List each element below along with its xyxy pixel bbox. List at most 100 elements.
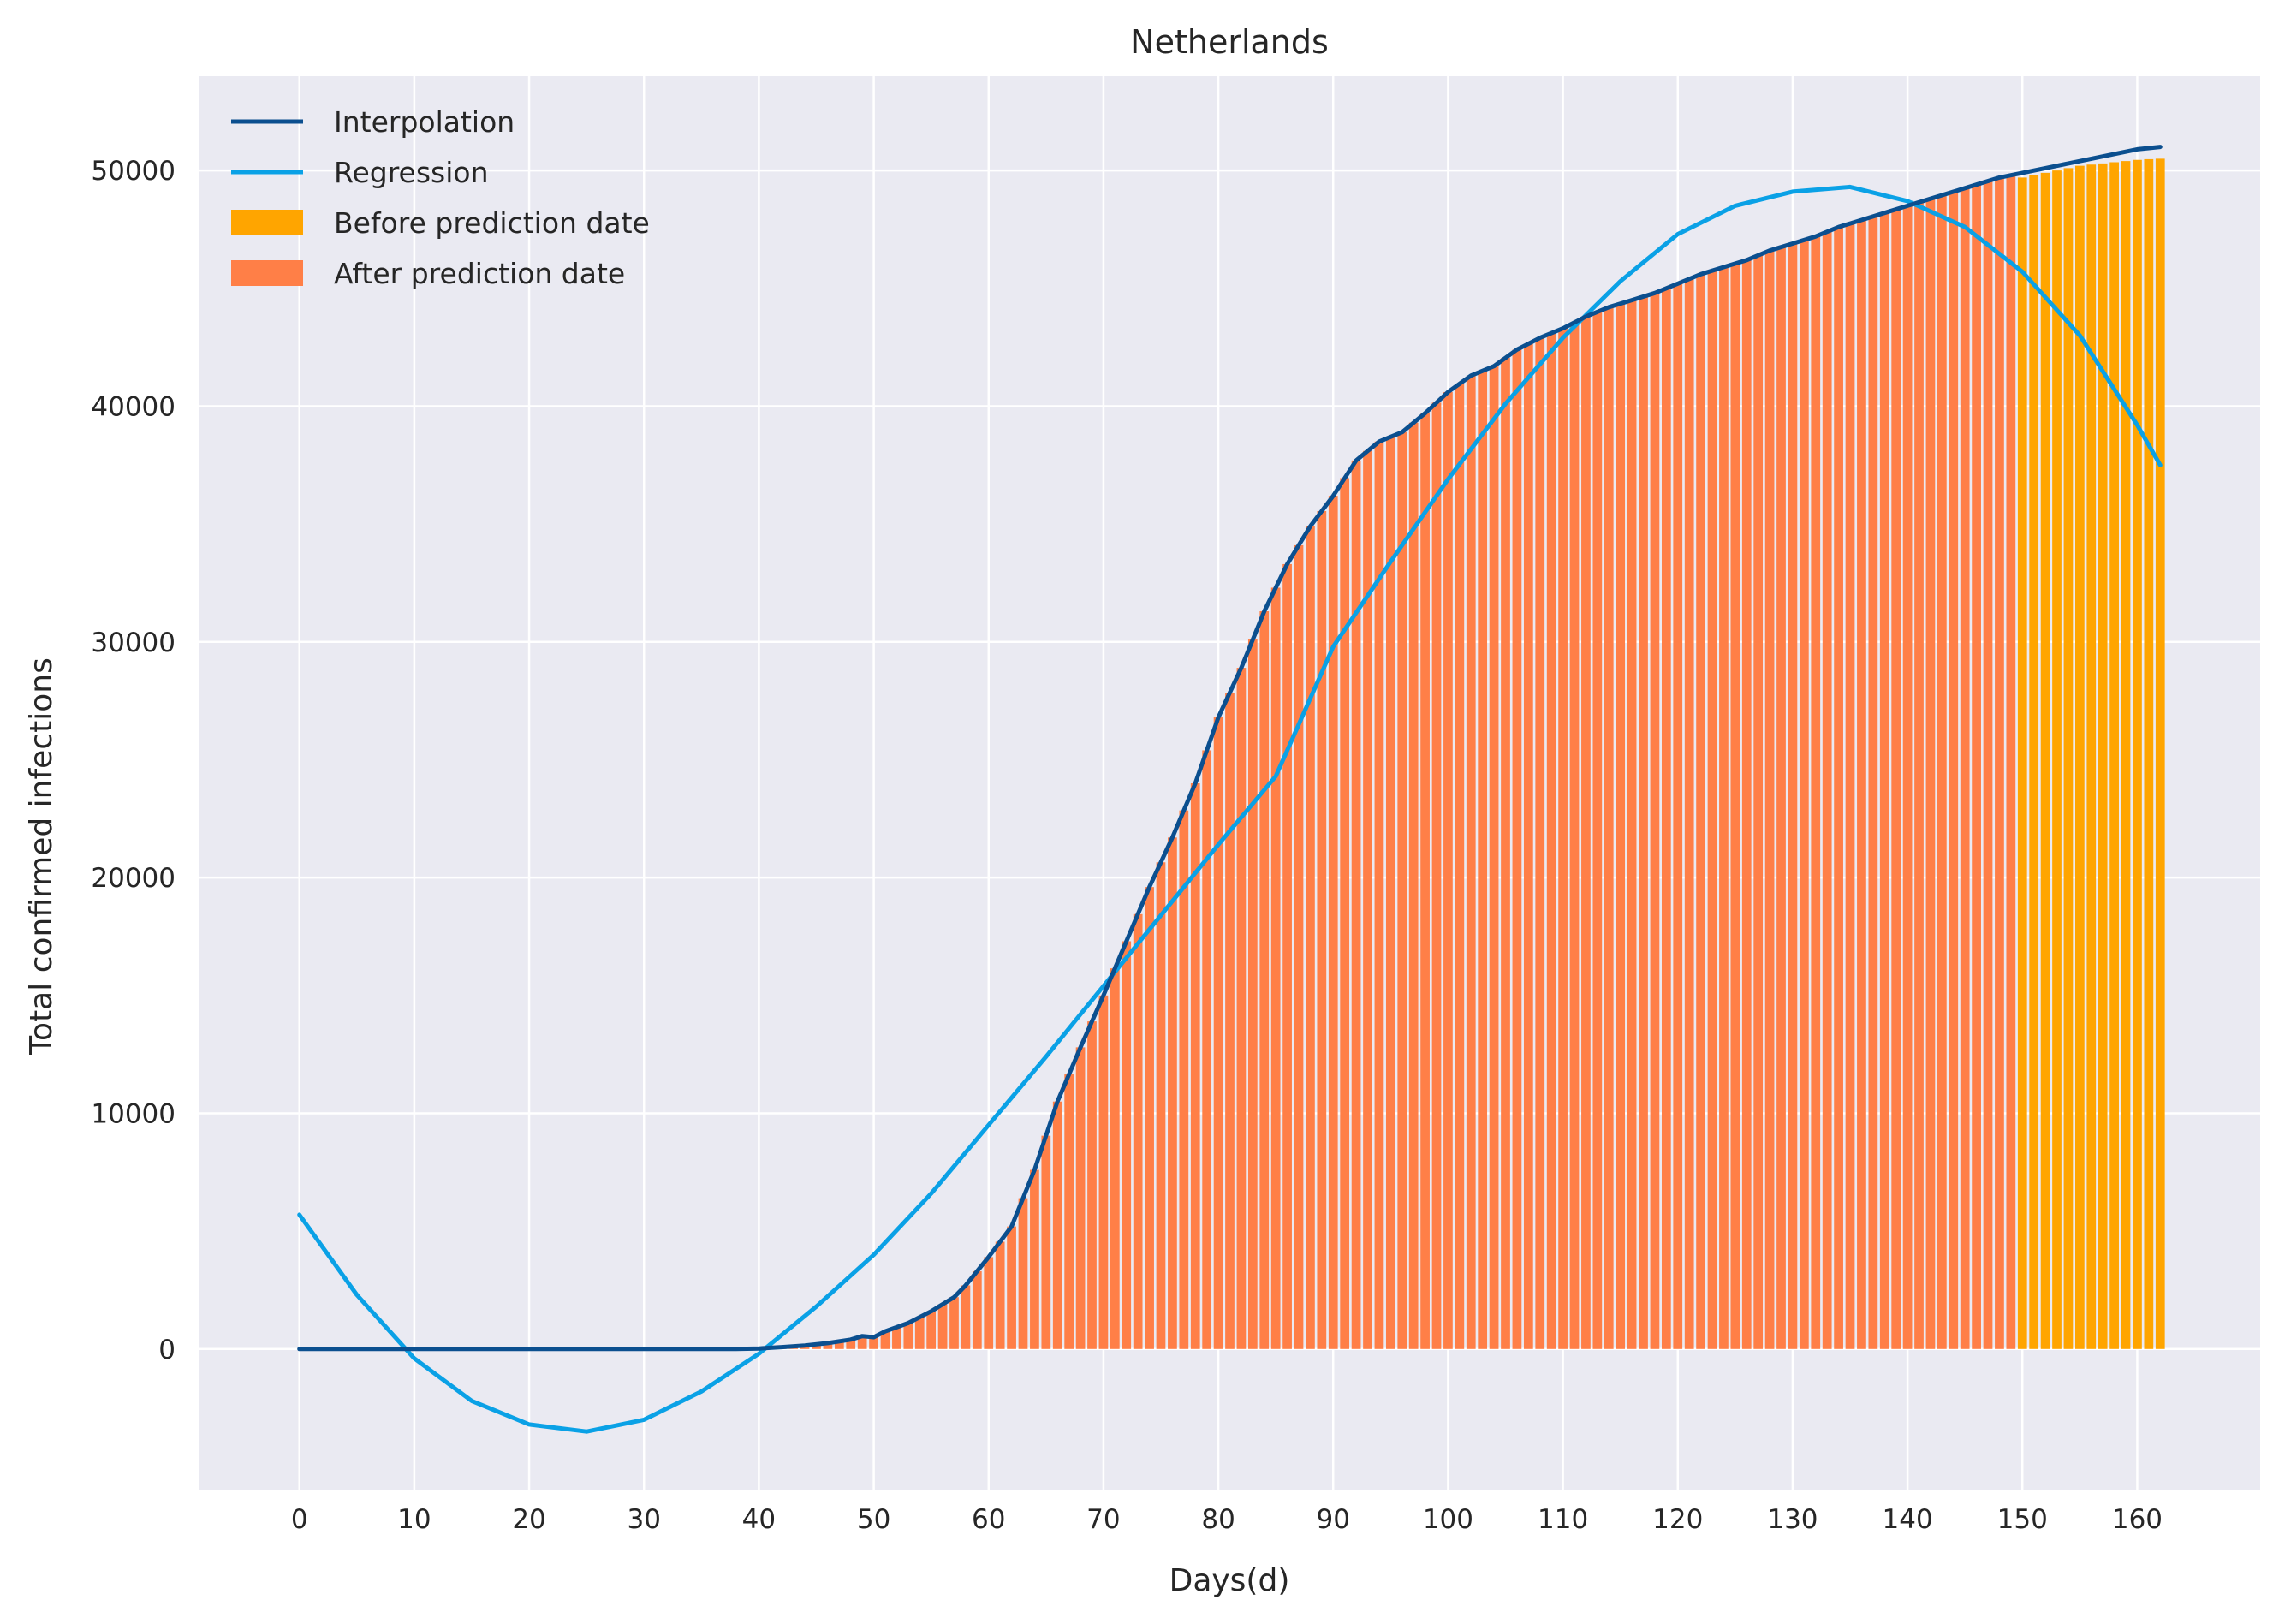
bar-after-prediction [1650, 293, 1660, 1349]
y-axis-ticks: 0 10000 20000 30000 40000 50000 [91, 156, 176, 1365]
bar-after-prediction [961, 1285, 971, 1349]
bar-after-prediction [1455, 384, 1465, 1349]
x-tick-label: 90 [1317, 1504, 1350, 1535]
bar-before-prediction [2086, 164, 2097, 1349]
x-tick-label: 80 [1201, 1504, 1235, 1535]
legend-label: Regression [334, 156, 489, 189]
bar-after-prediction [1673, 283, 1683, 1349]
bar-after-prediction [1328, 496, 1338, 1349]
bar-after-prediction [1696, 274, 1705, 1349]
bar-after-prediction [857, 1335, 867, 1349]
bar-after-prediction [1937, 195, 1947, 1349]
bar-after-prediction [1064, 1074, 1074, 1349]
bar-after-prediction [1270, 587, 1281, 1349]
bar-after-prediction [1845, 223, 1855, 1349]
bar-after-prediction [846, 1339, 856, 1349]
y-axis-label: Total confirmed infections [24, 657, 59, 1056]
bar-after-prediction [1225, 692, 1235, 1349]
bar-after-prediction [1018, 1198, 1028, 1349]
bar-after-prediction [1788, 243, 1798, 1349]
y-tick-label: 50000 [91, 156, 176, 187]
x-tick-label: 150 [1997, 1504, 2048, 1535]
bar-before-prediction [2017, 177, 2027, 1349]
series-lines [297, 145, 2163, 1434]
bar-after-prediction [937, 1304, 948, 1349]
bar-after-prediction [1684, 278, 1694, 1349]
bar-after-prediction [1282, 563, 1292, 1349]
x-axis-label: Days(d) [1169, 1563, 1290, 1598]
bar-after-prediction [1351, 460, 1361, 1349]
bar-after-prediction [1213, 717, 1223, 1349]
bar-after-prediction [1478, 371, 1488, 1349]
bar-before-prediction [2121, 161, 2131, 1349]
bar-after-prediction [1075, 1047, 1086, 1349]
legend-label: After prediction date [334, 257, 625, 290]
bar-after-prediction [995, 1241, 1005, 1349]
bar-after-prediction [823, 1342, 833, 1349]
bar-after-prediction [1616, 303, 1626, 1349]
bar-after-prediction [1879, 212, 1889, 1349]
x-tick-label: 20 [512, 1504, 545, 1535]
bar-after-prediction [1627, 300, 1637, 1349]
bar-after-prediction [1466, 375, 1476, 1349]
bar-before-prediction [2029, 175, 2039, 1349]
x-tick-label: 30 [628, 1504, 661, 1535]
bar-after-prediction [1741, 259, 1752, 1349]
chart-title: Netherlands [1130, 23, 1329, 61]
x-tick-label: 60 [972, 1504, 1005, 1535]
bar-after-prediction [1098, 995, 1109, 1349]
regression-line [297, 184, 2163, 1434]
bar-after-prediction [1925, 199, 1936, 1349]
bar-after-prediction [892, 1327, 901, 1349]
plot-area [199, 76, 2260, 1490]
bar-after-prediction [1052, 1101, 1062, 1349]
bar-after-prediction [1857, 219, 1866, 1349]
bar-after-prediction [949, 1297, 959, 1349]
bar-after-prediction [1317, 510, 1327, 1349]
bar-after-prediction [1363, 450, 1372, 1349]
legend: Interpolation Regression Before prediction… [231, 105, 650, 290]
bar-after-prediction [1385, 437, 1395, 1349]
bar-after-prediction [1902, 205, 1913, 1349]
bar-before-prediction [2052, 170, 2062, 1349]
x-tick-label: 10 [397, 1504, 431, 1535]
bar-after-prediction [1960, 187, 1970, 1349]
bar-after-prediction [1891, 209, 1901, 1349]
bar-before-prediction [2098, 163, 2108, 1349]
bar-after-prediction [1087, 1021, 1097, 1349]
bar-after-prediction [1247, 639, 1258, 1349]
bar-after-prediction [1030, 1169, 1039, 1349]
bar-after-prediction [1190, 783, 1200, 1349]
bar-after-prediction [1569, 322, 1580, 1349]
bar-after-prediction [1179, 810, 1189, 1349]
bar-before-prediction [2040, 172, 2050, 1349]
bar-after-prediction [1535, 337, 1545, 1349]
bar-after-prediction [1374, 441, 1384, 1349]
x-tick-label: 160 [2112, 1504, 2163, 1535]
bar-after-prediction [903, 1323, 913, 1349]
bar-after-prediction [926, 1311, 937, 1349]
bar-after-prediction [1995, 177, 2004, 1349]
bar-after-prediction [1914, 202, 1924, 1349]
bar-after-prediction [1604, 306, 1614, 1349]
y-tick-label: 20000 [91, 863, 176, 894]
bars [742, 158, 2165, 1349]
y-tick-label: 10000 [91, 1098, 176, 1129]
x-tick-label: 50 [857, 1504, 890, 1535]
y-tick-label: 30000 [91, 628, 176, 658]
bar-after-prediction [1753, 255, 1764, 1349]
bar-after-prediction [1236, 668, 1247, 1349]
bar-after-prediction [1983, 181, 1993, 1349]
bar-after-prediction [1949, 191, 1959, 1349]
x-tick-label: 140 [1883, 1504, 1933, 1535]
bar-after-prediction [1408, 422, 1419, 1349]
bar-after-prediction [1489, 366, 1499, 1349]
bar-before-prediction [2109, 162, 2119, 1349]
x-tick-label: 120 [1652, 1504, 1703, 1535]
y-tick-label: 0 [158, 1335, 176, 1365]
bar-before-prediction [2063, 168, 2074, 1349]
bar-after-prediction [1868, 216, 1878, 1349]
bar-after-prediction [1133, 913, 1143, 1349]
bar-after-prediction [1306, 526, 1315, 1349]
bar-after-prediction [1259, 611, 1270, 1349]
